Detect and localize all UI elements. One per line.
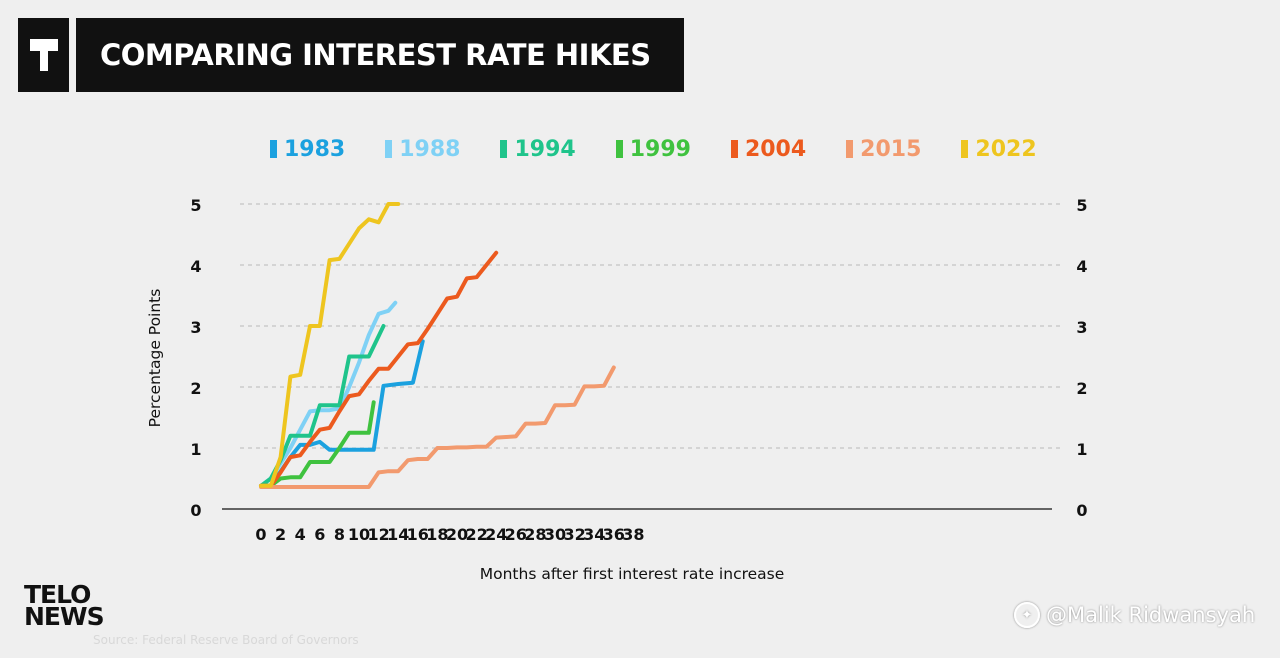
page-title: COMPARING INTEREST RATE HIKES: [100, 38, 651, 72]
x-tick-label: 6: [314, 525, 325, 544]
x-tick-label: 26: [505, 525, 527, 544]
series-line-1983: [259, 339, 425, 488]
x-tick-label: 8: [334, 525, 345, 544]
legend-swatch: [270, 140, 277, 158]
x-tick-label: 2: [275, 525, 286, 544]
legend-label: 1999: [629, 136, 691, 162]
y-tick-label-left: 0: [190, 501, 201, 520]
brand-line-2: NEWS: [24, 602, 105, 631]
legend-swatch: [500, 140, 508, 158]
legend-label: 1994: [514, 136, 576, 162]
legend-item-2015: 2015: [846, 137, 921, 162]
legend-item-1983: 1983: [270, 137, 345, 162]
legend-label: 2004: [744, 136, 807, 162]
legend-label: 2015: [860, 136, 922, 162]
source-note: Source: Federal Reserve Board of Governo…: [93, 633, 359, 647]
telo-logo-icon: [29, 39, 58, 71]
x-tick-label: 20: [446, 525, 468, 544]
y-tick-label-left: 5: [190, 196, 201, 215]
x-tick-label: 38: [622, 525, 644, 544]
legend-swatch: [615, 140, 623, 158]
legend-label: 2022: [975, 136, 1037, 162]
legend-item-1994: 1994: [500, 136, 576, 162]
x-tick-label: 10: [348, 525, 370, 544]
logo-tile: [18, 18, 69, 92]
legend-label: 1983: [284, 136, 346, 162]
legend-label: 1988: [399, 136, 461, 162]
legend-swatch: [730, 140, 738, 158]
y-tick-label-left: 1: [190, 440, 201, 459]
legend-item-1999: 1999: [615, 136, 691, 162]
y-tick-label-right: 5: [1076, 196, 1087, 215]
x-tick-label: 12: [367, 525, 389, 544]
x-tick-label: 18: [426, 525, 448, 544]
x-tick-label: 30: [544, 525, 566, 544]
x-tick-label: 32: [563, 525, 585, 544]
x-tick-label: 16: [407, 525, 429, 544]
x-axis-label: Months after first interest rate increas…: [480, 565, 785, 583]
y-axis-label: Percentage Points: [146, 289, 164, 428]
legend-item-2022: 2022: [961, 136, 1037, 162]
x-tick-label: 36: [603, 525, 625, 544]
y-tick-label-left: 2: [190, 379, 201, 398]
y-tick-label-right: 3: [1076, 318, 1087, 337]
legend-item-1988: 1988: [385, 137, 460, 162]
y-tick-label-right: 4: [1076, 257, 1087, 276]
brand-logo: TELO NEWS: [24, 580, 105, 631]
series-line-1999: [259, 400, 376, 488]
x-tick-label: 4: [295, 525, 306, 544]
legend-item-2004: 2004: [730, 136, 807, 162]
page-title-box: COMPARING INTEREST RATE HIKES: [76, 18, 684, 92]
x-tick-label: 0: [255, 525, 266, 544]
legend-swatch: [385, 140, 393, 158]
x-tick-label: 34: [583, 525, 605, 544]
x-tick-label: 22: [465, 525, 487, 544]
watermark-text: @Malik Ridwansyah: [1046, 603, 1256, 627]
y-tick-label-left: 4: [190, 257, 201, 276]
series-line-2015: [259, 365, 616, 489]
x-tick-label: 24: [485, 525, 507, 544]
series-line-2004: [259, 250, 499, 488]
legend-swatch: [961, 140, 969, 158]
series-line-2022: [259, 202, 401, 488]
x-tick-label: 14: [387, 525, 409, 544]
chart-legend: 1983 1988 1994 1999 2004 2015 2022: [270, 132, 1077, 166]
y-tick-label-right: 2: [1076, 379, 1087, 398]
series-line-1988: [259, 300, 398, 488]
legend-swatch: [846, 140, 854, 158]
x-tick-label: 28: [524, 525, 546, 544]
watermark: ✦ @Malik Ridwansyah: [1014, 602, 1255, 628]
weibo-icon: ✦: [1014, 602, 1040, 628]
line-chart: 0 01 12 23 34 45 50 2 4 6 8 10121416182022242628303…: [146, 196, 1088, 583]
y-tick-label-left: 3: [190, 318, 201, 337]
y-tick-label-right: 1: [1076, 440, 1087, 459]
brand-line-1: TELO: [24, 580, 91, 609]
y-tick-label-right: 0: [1076, 501, 1087, 520]
